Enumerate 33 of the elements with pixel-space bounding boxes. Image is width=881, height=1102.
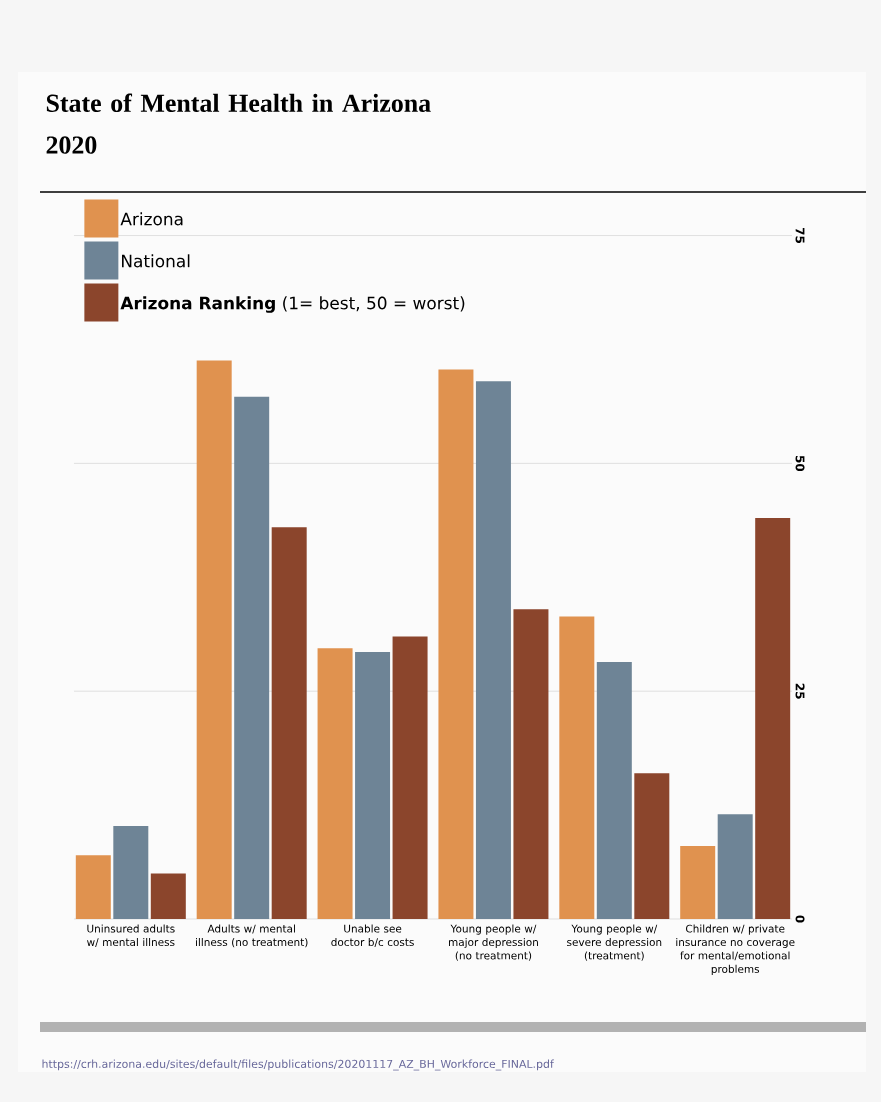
bar (355, 652, 391, 919)
x-tick-label: Uninsured adults w/ mental illness (87, 924, 175, 947)
legend-label: Arizona Ranking (1= best, 50 = worst) (120, 296, 465, 313)
x-tick-label: Children w/ private insurance no coverage for mental/emotional problems (676, 924, 795, 975)
y-tick-label: 75 (795, 228, 805, 244)
legend-label: National (122, 254, 190, 268)
bar (680, 846, 716, 919)
bar (634, 773, 670, 919)
x-tick-label: Young people w/ major depression (no treatment) (449, 924, 538, 961)
bar (559, 616, 595, 919)
x-tick-label: Unable see doctor b/c costs (331, 924, 414, 947)
chart-title: State of Mental Health in Arizona 2020 (46, 93, 431, 154)
y-tick-label: 25 (795, 683, 805, 699)
bar (271, 527, 307, 919)
bar (75, 855, 111, 919)
bar (475, 381, 511, 919)
bar (113, 826, 149, 919)
bar (513, 609, 549, 919)
bar (150, 873, 186, 919)
bar (234, 396, 270, 919)
bar (317, 648, 353, 919)
bar (196, 360, 232, 919)
bar (717, 814, 753, 919)
x-tick-label: Adults w/ mental illness (no treatment) (196, 924, 308, 948)
y-tick-label: 0 (795, 915, 805, 923)
y-tick-label: 50 (795, 455, 805, 472)
bar (392, 636, 428, 919)
legend-label: Arizona (120, 212, 183, 226)
bar (438, 369, 474, 919)
x-tick-label: Young people w/ severe depression (treatment) (567, 924, 662, 961)
bar (755, 518, 791, 919)
text: https://crh.arizona.edu/sites/default/files/publications/20201117_AZ_BH_Workforce_FINAL.pdf (42, 1059, 555, 1071)
bar (596, 662, 632, 919)
